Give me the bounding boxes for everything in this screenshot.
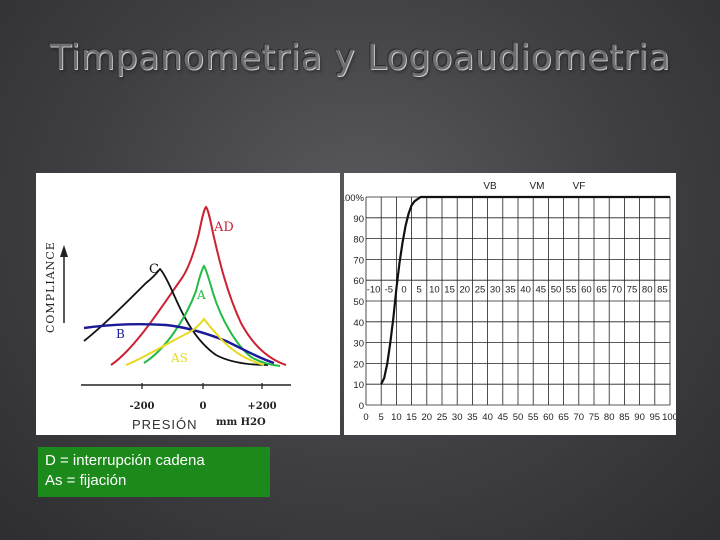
inner-tick-label-4: 10 [429,285,440,296]
inner-tick-label-10: 40 [520,285,531,296]
y-tick-label-5: 50 [353,297,364,308]
speech-audiogram-chart: 0 5 10 15 20 25 30 35 40 45 50 55 60 65 70 75 80 85 90 95 10… [344,173,676,435]
curve-a [143,264,281,367]
x-tick-label-15: 15 [406,412,417,423]
tympanogram-svg: AD C A B AS COMPLIANCE -200 0 +200 PRESI… [44,205,291,432]
x-tick-label-85: 85 [619,412,630,423]
x-tick-label-35: 35 [467,412,478,423]
x-tick-label-10: 10 [391,412,402,423]
top-label-vb: VB [483,181,497,192]
label-c: C [149,262,159,277]
label-b: B [116,327,125,341]
slide-title: Timpanometria y Logoaudiometria [49,38,671,78]
inner-tick-label-18: 80 [642,285,653,296]
x-tick-label-65: 65 [558,412,569,423]
y-tick-label-1: 90 [353,214,364,225]
curve-as [125,317,265,366]
legend-box: D = interrupción cadena As = fijación [38,447,270,497]
x-tick-label-95: 95 [650,412,661,423]
inner-tick-label-1: -5 [385,285,393,296]
label-a: A [196,288,206,302]
y-tick-label-8: 20 [353,359,364,370]
inner-tick-label-12: 50 [551,285,562,296]
x-tick-label-55: 55 [528,412,539,423]
inner-tick-label-13: 55 [566,285,577,296]
inner-tick-label-11: 45 [536,285,547,296]
top-label-vf: VF [573,181,586,192]
y-tick-label-2: 80 [353,235,364,246]
x-tick-label-30: 30 [452,412,463,423]
y-tick-label-10: 0 [359,401,364,412]
inner-tick-label-2: 0 [401,285,406,296]
x-tick-label-25: 25 [437,412,448,423]
y-tick-label-6: 40 [353,318,364,329]
y-tick-label-4: 60 [353,276,364,287]
x-tick-label-90: 90 [634,412,645,423]
x-tick-label-0: 0 [363,412,368,423]
inner-tick-label-0: -10 [367,285,381,296]
y-tick-label-3: 70 [353,255,364,266]
inner-tick-label-16: 70 [612,285,623,296]
x-tick-label-80: 80 [604,412,615,423]
inner-tick-label-7: 25 [475,285,486,296]
x-tick-label-100: 100 [662,412,676,423]
speech-audiogram-svg: 0 5 10 15 20 25 30 35 40 45 50 55 60 65 70 75 80 85 90 95 10… [344,181,676,423]
x-tick-label-5: 5 [379,412,384,423]
x-tick-label-70: 70 [574,412,585,423]
y-tick-label-0: 100% [344,193,365,204]
x-tick-label-40: 40 [482,412,493,423]
x-tick-label-50: 50 [513,412,524,423]
inner-tick-label-19: 85 [657,285,668,296]
x-tick-label-60: 60 [543,412,554,423]
curve-c [83,267,269,366]
tympanogram-chart: AD C A B AS COMPLIANCE -200 0 +200 PRESI… [36,173,340,435]
y-axis-label: COMPLIANCE [44,241,57,333]
label-ad: AD [213,220,234,235]
x-tick-label-75: 75 [589,412,600,423]
y-axis-arrow-head [60,245,68,257]
label-as: AS [170,351,188,365]
inner-tick-label-15: 65 [596,285,607,296]
curve-b [83,322,275,365]
legend-line-1: D = interrupción cadena [45,452,205,469]
label-ad-text: AD [213,220,234,235]
unit-label: mm H2O [216,417,266,428]
inner-tick-label-9: 35 [505,285,516,296]
inner-tick-label-3: 5 [417,285,422,296]
x-tick-label-1: 0 [200,401,207,412]
x-tick-label-0: -200 [129,401,154,412]
inner-tick-label-5: 15 [444,285,455,296]
inner-tick-label-8: 30 [490,285,501,296]
x-tick-label-20: 20 [422,412,433,423]
performance-curve [380,195,670,385]
top-label-vm: VM [530,181,545,192]
x-tick-label-45: 45 [498,412,509,423]
legend-line-2: As = fijación [45,472,127,489]
x-axis-label: PRESIÓN [132,417,198,432]
inner-tick-label-17: 75 [627,285,638,296]
y-tick-label-9: 10 [353,380,364,391]
inner-tick-label-14: 60 [581,285,592,296]
curve-ad [110,205,287,366]
x-tick-label-2: +200 [247,401,276,412]
y-tick-label-7: 30 [353,339,364,350]
inner-tick-label-6: 20 [460,285,471,296]
